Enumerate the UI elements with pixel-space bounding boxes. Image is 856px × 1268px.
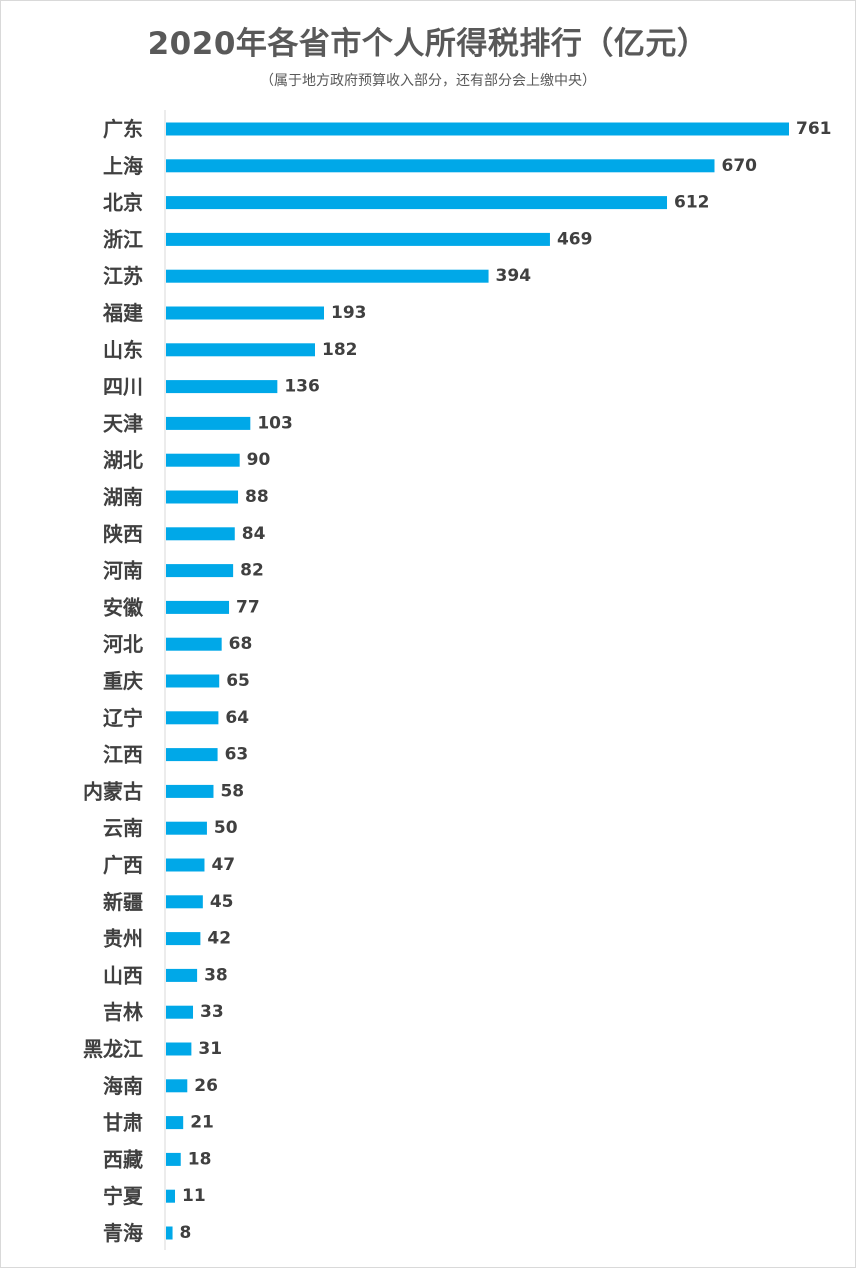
- bar: [166, 453, 240, 467]
- data-label: 8: [180, 1223, 192, 1243]
- category-label: 福建: [102, 301, 143, 325]
- bar: [166, 637, 222, 651]
- data-label: 47: [211, 855, 235, 875]
- bar: [166, 343, 315, 357]
- bar: [166, 968, 198, 982]
- data-label: 31: [198, 1039, 222, 1059]
- category-label: 安徽: [103, 595, 144, 619]
- data-label: 394: [496, 266, 532, 286]
- data-label: 670: [722, 156, 758, 176]
- data-label: 182: [322, 340, 358, 360]
- category-label: 山东: [103, 338, 143, 362]
- category-label: 陕西: [103, 522, 143, 546]
- category-label: 江苏: [103, 264, 143, 288]
- bar: [166, 1226, 173, 1240]
- data-label: 65: [226, 671, 250, 691]
- category-label: 内蒙古: [83, 779, 143, 803]
- data-label: 68: [229, 634, 253, 654]
- bar: [166, 564, 234, 578]
- category-label: 新疆: [103, 890, 143, 914]
- bar: [166, 932, 201, 946]
- category-label: 天津: [103, 411, 143, 435]
- bar: [166, 858, 205, 872]
- category-label: 四川: [103, 375, 143, 399]
- category-label: 湖南: [103, 485, 143, 509]
- bar: [166, 821, 207, 835]
- data-label: 193: [331, 303, 367, 323]
- category-label: 广东: [103, 117, 143, 141]
- data-label: 45: [210, 892, 234, 912]
- category-label: 西藏: [103, 1147, 143, 1171]
- bar: [166, 1042, 192, 1056]
- data-label: 761: [796, 119, 832, 139]
- bar: [166, 600, 230, 614]
- bar: [166, 269, 489, 283]
- data-label: 64: [225, 708, 249, 728]
- data-label: 469: [557, 229, 593, 249]
- category-label: 江西: [103, 743, 143, 767]
- category-label: 宁夏: [103, 1184, 144, 1208]
- category-label: 河北: [103, 632, 143, 656]
- data-label: 90: [247, 450, 271, 470]
- data-label: 77: [236, 597, 260, 617]
- category-label: 湖北: [103, 448, 143, 472]
- category-label: 北京: [103, 191, 143, 215]
- category-label: 云南: [103, 816, 143, 840]
- bar: [166, 784, 214, 798]
- data-label: 82: [240, 561, 264, 581]
- bar: [166, 1079, 188, 1093]
- category-label: 海南: [103, 1074, 143, 1098]
- bar: [166, 122, 789, 136]
- bar: [166, 711, 219, 725]
- category-label: 上海: [103, 154, 143, 178]
- bar: [166, 196, 668, 210]
- bar: [166, 159, 715, 173]
- bar: [166, 748, 218, 762]
- chart-subtitle: （属于地方政府预算收入部分，还有部分会上缴中央）: [260, 73, 596, 89]
- data-label: 50: [214, 818, 238, 838]
- bar: [166, 1116, 184, 1130]
- category-label: 山西: [103, 963, 143, 987]
- data-label: 33: [200, 1002, 224, 1022]
- data-label: 84: [242, 524, 266, 544]
- data-label: 103: [257, 413, 293, 433]
- bar: [166, 306, 325, 320]
- category-label: 重庆: [103, 669, 143, 693]
- category-label: 甘肃: [103, 1111, 143, 1135]
- data-label: 612: [674, 193, 710, 213]
- category-label: 浙江: [103, 227, 143, 251]
- bar: [166, 527, 235, 541]
- category-label: 广西: [103, 853, 143, 877]
- data-label: 11: [182, 1186, 206, 1206]
- category-label: 辽宁: [103, 706, 143, 730]
- data-label: 58: [220, 781, 244, 801]
- bar: [166, 380, 278, 394]
- data-label: 136: [284, 377, 320, 397]
- bar: [166, 1189, 176, 1203]
- category-label: 贵州: [103, 927, 143, 951]
- data-label: 88: [245, 487, 269, 507]
- data-label: 42: [207, 929, 231, 949]
- data-label: 21: [190, 1113, 214, 1133]
- bar: [166, 1152, 181, 1166]
- bar: [166, 1005, 194, 1019]
- bar: [166, 490, 239, 504]
- category-label: 青海: [103, 1221, 143, 1245]
- data-label: 38: [204, 965, 228, 985]
- data-label: 26: [194, 1076, 218, 1096]
- category-label: 吉林: [103, 1000, 143, 1024]
- bar: [166, 416, 251, 430]
- bar: [166, 674, 220, 688]
- bar: [166, 232, 550, 246]
- data-label: 63: [225, 745, 249, 765]
- data-label: 18: [188, 1149, 212, 1169]
- category-label: 河南: [103, 559, 143, 583]
- bar: [166, 895, 203, 909]
- category-label: 黑龙江: [83, 1037, 143, 1061]
- chart-title: 2020年各省市个人所得税排行（亿元）: [147, 26, 709, 62]
